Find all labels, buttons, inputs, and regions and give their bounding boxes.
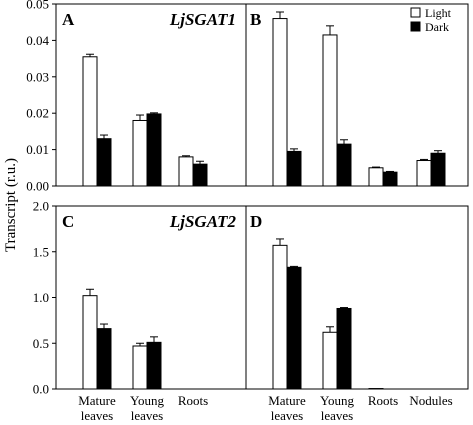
bar-light (178, 156, 194, 187)
bar-dark (96, 138, 112, 187)
bar-dark (286, 266, 302, 390)
bar-dark (430, 152, 446, 187)
bar-light (322, 331, 338, 390)
x-category-label-line2: leaves (131, 408, 163, 423)
y-tick-label: 1.5 (33, 244, 49, 259)
x-category-label: Roots (368, 393, 398, 408)
bar-dark (146, 341, 162, 390)
y-tick-label: 1.0 (33, 290, 49, 305)
y-tick-label: 0.05 (26, 0, 49, 12)
bar-dark (382, 171, 398, 187)
bar-dark (146, 113, 162, 187)
y-tick-label: 0.03 (26, 69, 49, 84)
panel-c-letter: C (62, 212, 74, 231)
bar-light (272, 18, 288, 187)
bar-light (132, 119, 148, 187)
x-category-label-line2: leaves (81, 408, 113, 423)
y-tick-label: 0.02 (26, 106, 49, 121)
x-category-label: Young (130, 393, 165, 408)
panel-d: D (245, 205, 469, 390)
y-tick-label: 2.0 (33, 199, 49, 214)
panel-b-letter: B (250, 10, 261, 29)
bar-light (416, 160, 432, 187)
y-axis-label: Transcript (r.u.) (3, 158, 19, 252)
bar-dark (286, 150, 302, 187)
panel-a-letter: A (62, 10, 75, 29)
panel-c-gene: LjSGAT2 (169, 212, 237, 231)
bar-light (82, 56, 98, 187)
y-ticks: 0.00 0.01 0.02 0.03 0.04 0.05 0.0 0.5 1.0 1.5 2.0 (26, 0, 56, 397)
legend-swatch-dark (410, 21, 421, 32)
y-tick-label: 0.5 (33, 336, 49, 351)
bar-dark (96, 328, 112, 390)
legend-label-dark: Dark (425, 20, 449, 34)
bar-light (368, 167, 384, 187)
panel-a-gene: LjSGAT1 (169, 10, 236, 29)
y-tick-label: 0.00 (26, 179, 49, 194)
bar-light (132, 345, 148, 390)
panel-b: B (245, 3, 469, 187)
x-category-label: Nodules (409, 393, 452, 408)
bar-dark (336, 307, 352, 390)
y-tick-label: 0.0 (33, 382, 49, 397)
y-tick-label: 0.04 (26, 33, 49, 48)
bars (82, 11, 446, 390)
x-category-label: Roots (178, 393, 208, 408)
legend-swatch-light (410, 7, 421, 18)
bar-light (322, 34, 338, 187)
panel-d-letter: D (250, 212, 262, 231)
panel-d-frame (245, 205, 469, 390)
bar-light (82, 295, 98, 390)
bar-dark (336, 143, 352, 187)
x-category-label-line2: leaves (271, 408, 303, 423)
legend-label-light: Light (425, 6, 452, 20)
legend: Light Dark (410, 6, 452, 34)
panel-b-frame (245, 3, 469, 187)
x-category-label: Young (320, 393, 355, 408)
bar-light (272, 244, 288, 390)
x-category-label: Mature (268, 393, 306, 408)
x-category-label: Mature (78, 393, 116, 408)
x-category-label-line2: leaves (321, 408, 353, 423)
y-tick-label: 0.01 (26, 142, 49, 157)
bar-dark (192, 163, 208, 187)
